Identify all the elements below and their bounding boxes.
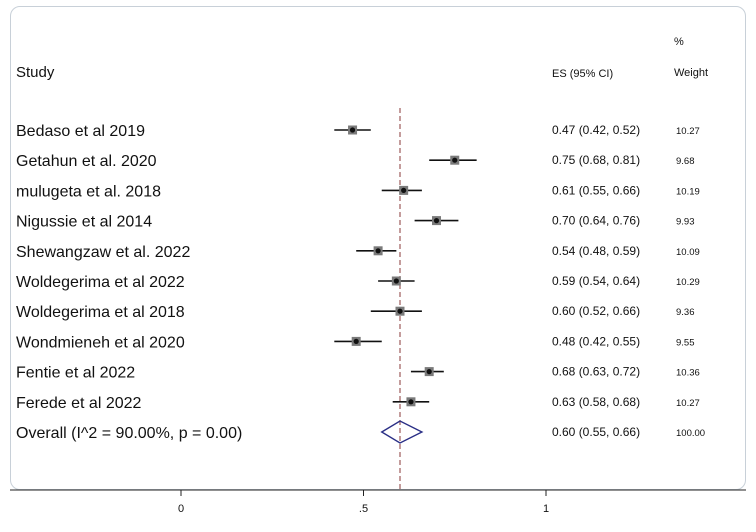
weight-text: 9.55 bbox=[676, 337, 695, 348]
point-estimate bbox=[375, 248, 381, 254]
study-row: Wondmieneh et al 2020 0.48 (0.42, 0.55) 9.… bbox=[16, 334, 695, 351]
study-row: Getahun et al. 2020 0.75 (0.68, 0.81) 9.68 bbox=[16, 153, 695, 170]
point-estimate bbox=[349, 127, 356, 133]
point-estimate bbox=[452, 157, 458, 163]
es-ci-text: 0.68 (0.63, 0.72) bbox=[552, 365, 640, 379]
study-label: Shewangzaw et al. 2022 bbox=[16, 244, 190, 261]
x-axis: 0.5 1 bbox=[10, 489, 746, 515]
weight-text: 9.93 bbox=[676, 217, 695, 228]
weight-text: 9.68 bbox=[676, 156, 695, 167]
weight-text: 10.19 bbox=[676, 186, 700, 197]
point-estimate bbox=[426, 369, 432, 375]
study-row: Fentie et al 2022 0.68 (0.63, 0.72) 10.36 bbox=[16, 365, 700, 382]
overall-label: Overall (I^2 = 90.00%, p = 0.00) bbox=[16, 425, 242, 442]
weight-text: 9.36 bbox=[676, 307, 695, 318]
es-ci-text: 0.54 (0.48, 0.59) bbox=[552, 244, 640, 258]
es-ci-text: 0.47 (0.42, 0.52) bbox=[552, 123, 640, 137]
study-row: Nigussie et al 2014 0.70 (0.64, 0.76) 9.93 bbox=[16, 214, 695, 231]
point-estimate bbox=[401, 187, 407, 193]
weight-text: 10.29 bbox=[676, 277, 700, 288]
study-row: Ferede et al 2022 0.63 (0.58, 0.68) 10.27 bbox=[16, 395, 700, 412]
study-label: Woldegerima et al 2018 bbox=[16, 304, 185, 321]
weight-text: 10.27 bbox=[676, 398, 700, 409]
es-ci-text: 0.61 (0.55, 0.66) bbox=[552, 183, 640, 197]
point-estimate bbox=[393, 278, 399, 284]
overall-row: Overall (I^2 = 90.00%, p = 0.00) 0.60 (0.… bbox=[16, 420, 705, 444]
es-ci-text: 0.59 (0.54, 0.64) bbox=[552, 274, 640, 288]
overall-diamond bbox=[380, 420, 424, 444]
header-es: ES (95% CI) bbox=[552, 68, 613, 80]
point-estimate bbox=[433, 218, 440, 224]
es-ci-text: 0.60 (0.52, 0.66) bbox=[552, 304, 640, 318]
header-weight: Weight bbox=[674, 67, 708, 79]
study-label: Woldegerima et al 2022 bbox=[16, 274, 185, 291]
study-row: Shewangzaw et al. 2022 0.54 (0.48, 0.59) 1… bbox=[16, 244, 700, 261]
axis-tick-label: 0 bbox=[178, 503, 184, 515]
study-label: Nigussie et al 2014 bbox=[16, 214, 152, 231]
study-label: Wondmieneh et al 2020 bbox=[16, 334, 185, 351]
weight-text: 10.36 bbox=[676, 368, 700, 379]
point-estimate bbox=[353, 338, 359, 344]
study-label: Bedaso et al 2019 bbox=[16, 123, 145, 140]
study-label: mulugeta et al. 2018 bbox=[16, 183, 161, 200]
axis-tick-label: .5 bbox=[359, 503, 368, 515]
study-rows: Bedaso et al 2019 0.47 (0.42, 0.52) 10.27 G… bbox=[16, 123, 700, 412]
es-ci-text: 0.75 (0.68, 0.81) bbox=[552, 153, 640, 167]
point-estimate bbox=[408, 399, 414, 405]
axis-tick-label: 1 bbox=[543, 503, 549, 515]
study-row: Woldegerima et al 2022 0.59 (0.54, 0.64) 1… bbox=[16, 274, 700, 291]
es-ci-text: 0.70 (0.64, 0.76) bbox=[552, 214, 640, 228]
study-row: Bedaso et al 2019 0.47 (0.42, 0.52) 10.27 bbox=[16, 123, 700, 140]
study-label: Fentie et al 2022 bbox=[16, 365, 135, 382]
study-label: Ferede et al 2022 bbox=[16, 395, 142, 412]
header-weight-pct: % bbox=[674, 36, 684, 48]
overall-weight-text: 100.00 bbox=[676, 428, 705, 439]
header-study: Study bbox=[16, 64, 55, 81]
point-estimate bbox=[397, 308, 403, 314]
study-row: Woldegerima et al 2018 0.60 (0.52, 0.66) 9… bbox=[16, 304, 695, 321]
weight-text: 10.09 bbox=[676, 247, 700, 258]
overall-es-ci-text: 0.60 (0.55, 0.66) bbox=[552, 425, 640, 439]
study-label: Getahun et al. 2020 bbox=[16, 153, 157, 170]
es-ci-text: 0.48 (0.42, 0.55) bbox=[552, 334, 640, 348]
weight-text: 10.27 bbox=[676, 126, 700, 137]
study-row: mulugeta et al. 2018 0.61 (0.55, 0.66) 10.… bbox=[16, 183, 700, 200]
es-ci-text: 0.63 (0.58, 0.68) bbox=[552, 395, 640, 409]
